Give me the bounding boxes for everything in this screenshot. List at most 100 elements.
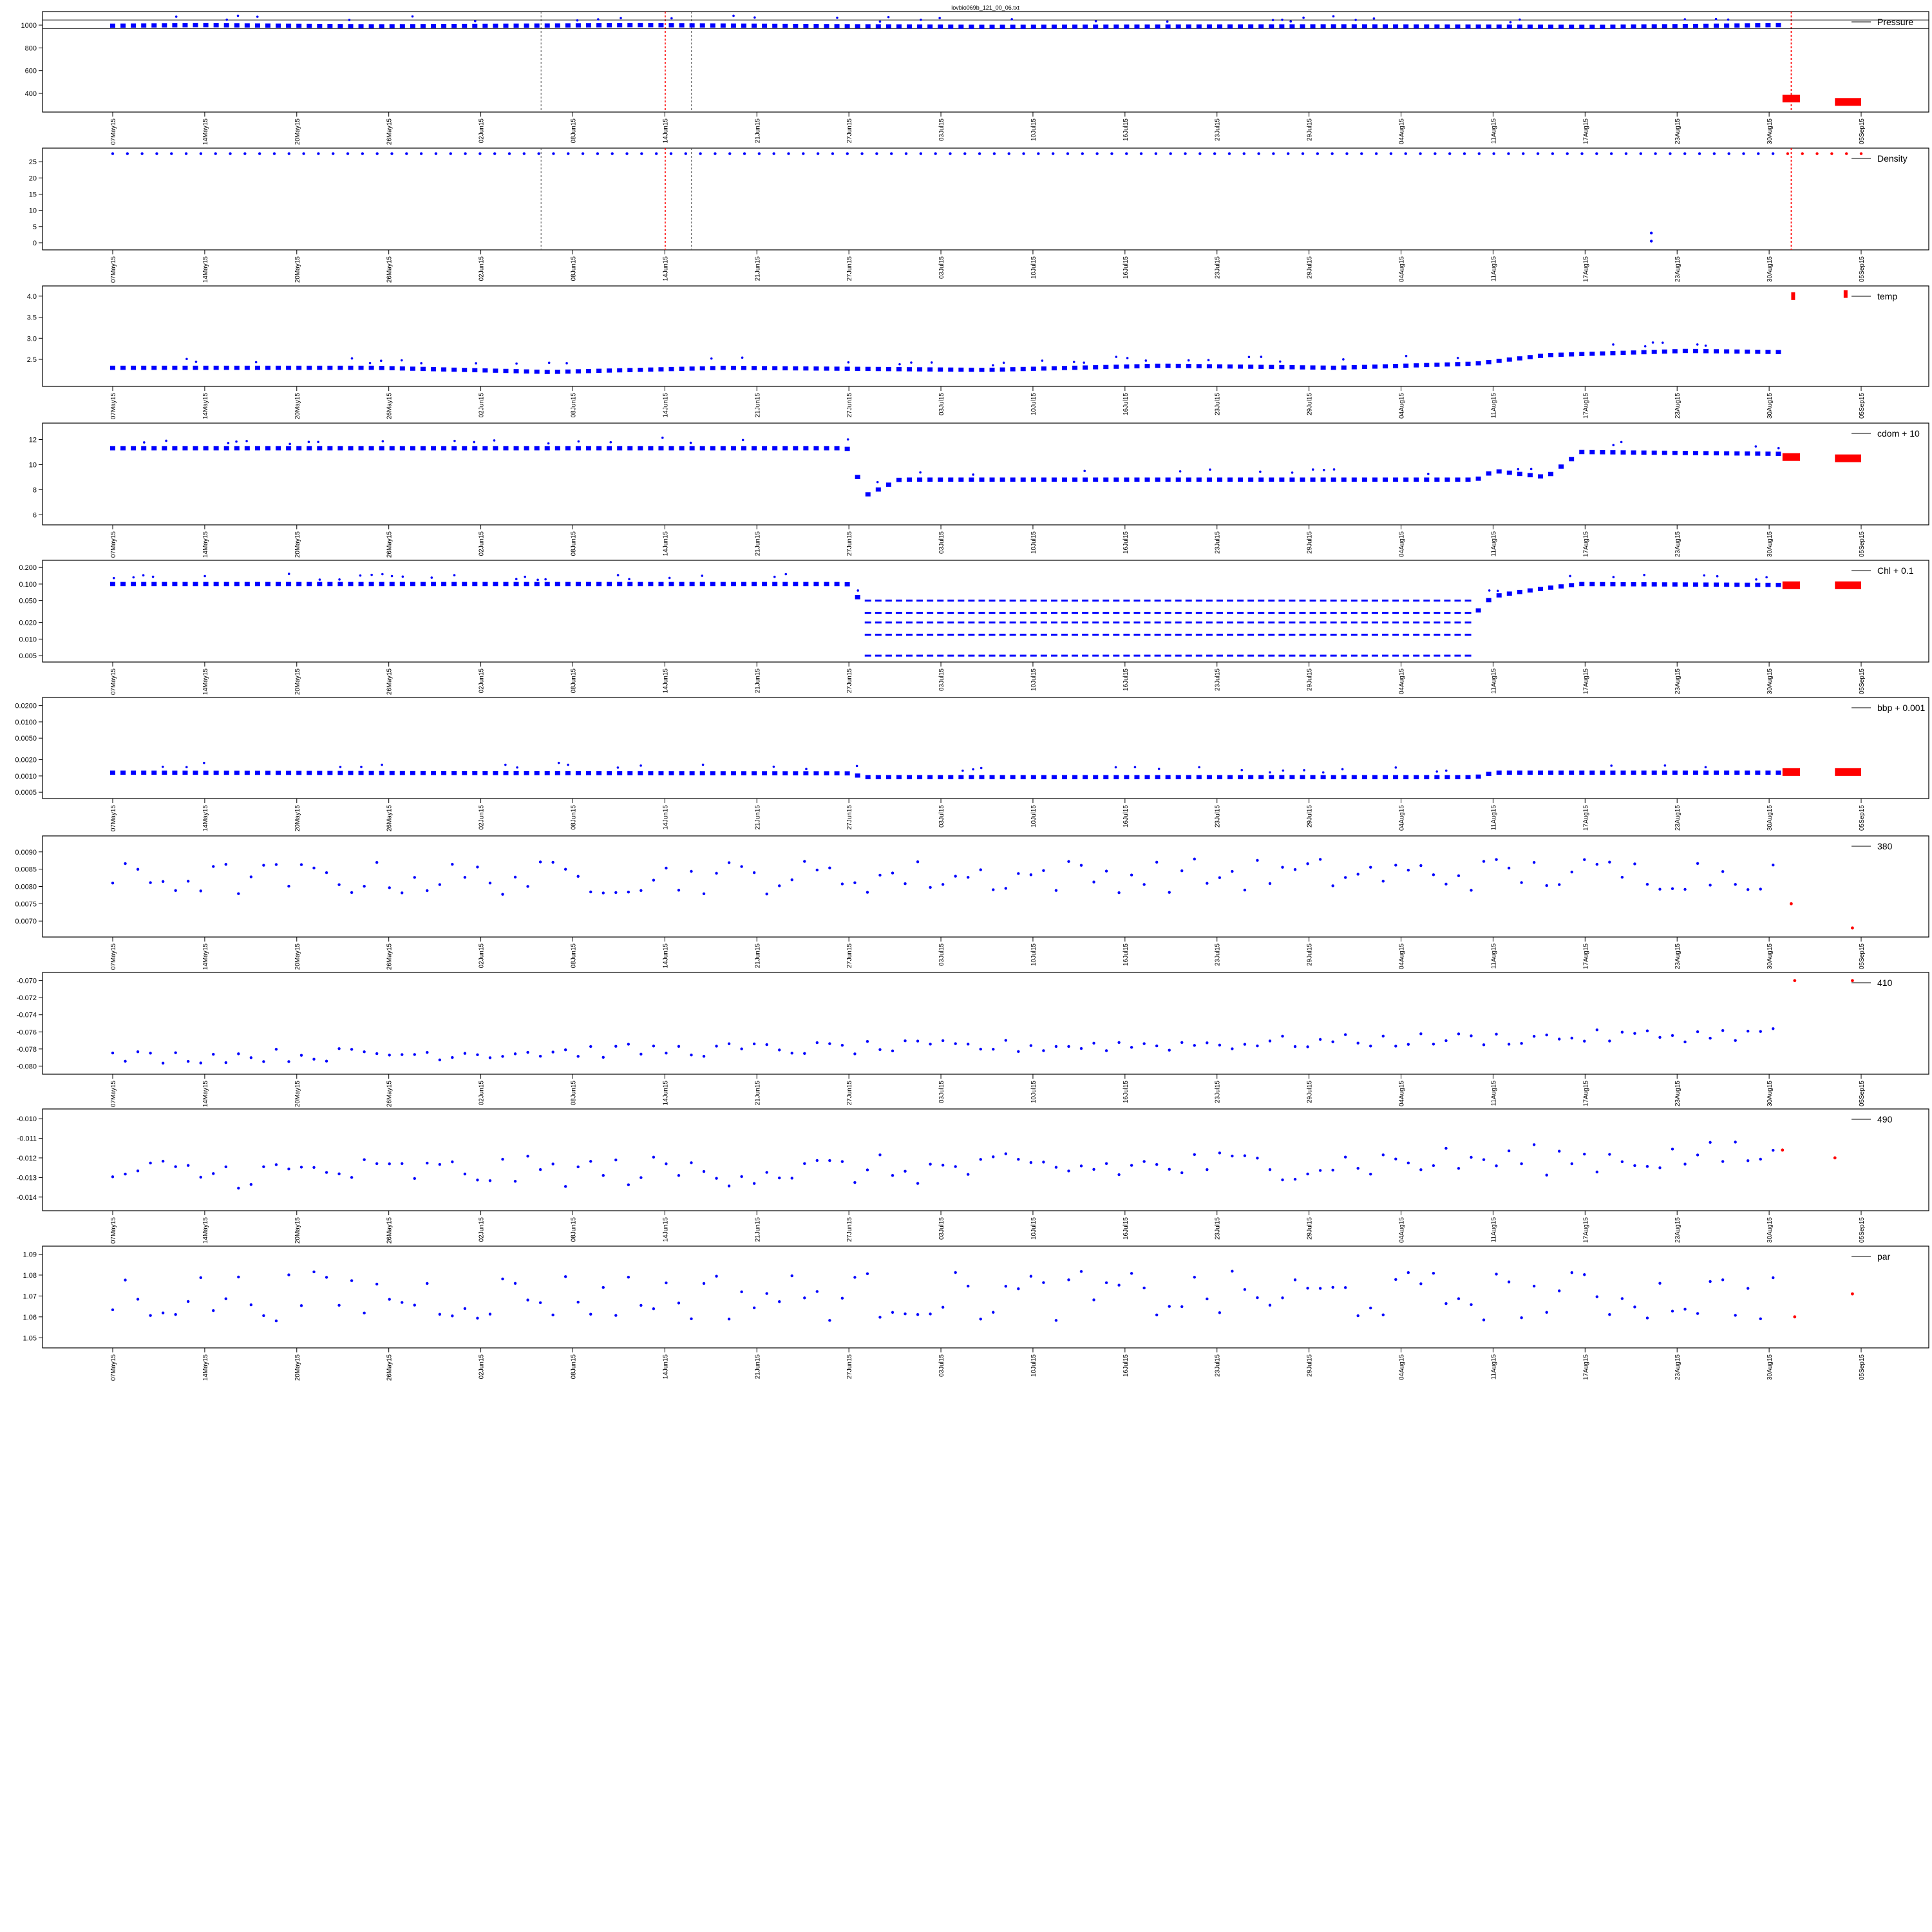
data-point (620, 17, 622, 19)
data-point (526, 1298, 529, 1302)
x-tick-label: 29Jul15 (1307, 668, 1314, 691)
data-point (337, 582, 343, 587)
data-point (307, 582, 312, 587)
data-point (1569, 574, 1571, 578)
data-point (665, 1052, 668, 1055)
data-point (699, 446, 705, 451)
data-point (689, 582, 695, 587)
data-point (1772, 1276, 1775, 1280)
data-point (1444, 1039, 1448, 1043)
data-point (431, 582, 437, 587)
data-point (1486, 598, 1492, 603)
data-point (1724, 349, 1730, 354)
data-point (1124, 24, 1130, 29)
data-point (375, 861, 379, 864)
x-tick-label: 02Jun15 (478, 118, 486, 144)
data-point (203, 446, 209, 451)
x-tick-label: 23Jul15 (1215, 256, 1222, 279)
data-point (149, 1052, 152, 1055)
legend-label: Chl + 0.1 (1877, 565, 1914, 576)
data-point (701, 574, 704, 577)
data-point (1299, 612, 1306, 614)
data-point (762, 771, 768, 775)
x-tick-label: 17Aug15 (1582, 256, 1589, 282)
data-point (1703, 574, 1706, 577)
data-point (213, 582, 219, 587)
x-tick-label: 16Jul15 (1122, 393, 1130, 415)
data-point (616, 766, 620, 769)
data-point (865, 775, 871, 780)
data-point (772, 765, 775, 768)
data-point (1454, 634, 1461, 636)
data-point (1662, 341, 1664, 344)
data-point (151, 770, 157, 775)
x-tick-label: 21Jun15 (754, 118, 761, 144)
data-point (1054, 1166, 1058, 1169)
data-point (1620, 350, 1626, 355)
data-point (1427, 473, 1430, 475)
data-point (730, 771, 736, 775)
data-point (389, 366, 395, 370)
data-point (431, 770, 437, 775)
data-point (368, 24, 374, 28)
data-point (730, 23, 736, 28)
data-point (1361, 612, 1368, 614)
x-tick-label: 26May15 (386, 805, 393, 832)
data-point (752, 1042, 756, 1046)
data-point (389, 770, 395, 775)
data-point (463, 1307, 467, 1311)
data-point (1007, 152, 1010, 155)
data-point (1133, 612, 1141, 614)
data-point (617, 771, 623, 775)
data-point (1434, 654, 1441, 657)
data-point (124, 862, 127, 866)
data-point (312, 866, 316, 870)
data-point (1558, 883, 1561, 886)
panel-8: -0.070-0.072-0.074-0.076-0.078-0.08007Ma… (17, 972, 1929, 1107)
data-point (885, 654, 892, 657)
data-point (1371, 600, 1378, 602)
data-point (1580, 152, 1584, 155)
x-tick-label: 14May15 (202, 256, 209, 283)
y-tick-label: -0.076 (17, 1028, 37, 1036)
x-tick-label: 14Jun15 (662, 1354, 669, 1379)
x-tick-label: 11Aug15 (1490, 531, 1497, 557)
data-point (677, 889, 681, 892)
legend-label: temp (1877, 291, 1897, 301)
x-tick-label: 11Aug15 (1490, 668, 1497, 694)
data-points (110, 573, 1861, 657)
data-point (199, 1061, 202, 1065)
data-point (1651, 350, 1657, 354)
y-tick-label: 1.07 (23, 1293, 37, 1300)
data-point (1175, 477, 1181, 482)
data-point (170, 152, 173, 155)
data-point (1123, 634, 1130, 636)
data-point (1113, 600, 1120, 602)
data-point (834, 24, 840, 28)
data-point (1392, 600, 1399, 602)
data-point (1414, 477, 1419, 482)
data-point (1206, 1297, 1209, 1301)
data-point (358, 24, 364, 28)
data-point (1734, 23, 1740, 28)
data-point (1786, 152, 1790, 155)
data-point (1207, 359, 1210, 361)
data-point (1113, 477, 1119, 482)
data-point (368, 582, 374, 587)
data-point (1198, 152, 1202, 155)
data-points (110, 761, 1861, 780)
data-point (1306, 862, 1309, 866)
data-point (1104, 1049, 1108, 1052)
data-point (1309, 634, 1316, 636)
x-tick-label: 16Jul15 (1122, 668, 1130, 691)
data-point (1154, 600, 1161, 602)
data-point (1113, 654, 1120, 657)
data-point (999, 477, 1005, 482)
flagged-point (1782, 94, 1800, 102)
data-point (1269, 775, 1274, 780)
data-point (968, 600, 975, 602)
data-point (904, 1170, 907, 1173)
data-point (917, 775, 923, 780)
x-tick-label: 11Aug15 (1490, 805, 1497, 831)
